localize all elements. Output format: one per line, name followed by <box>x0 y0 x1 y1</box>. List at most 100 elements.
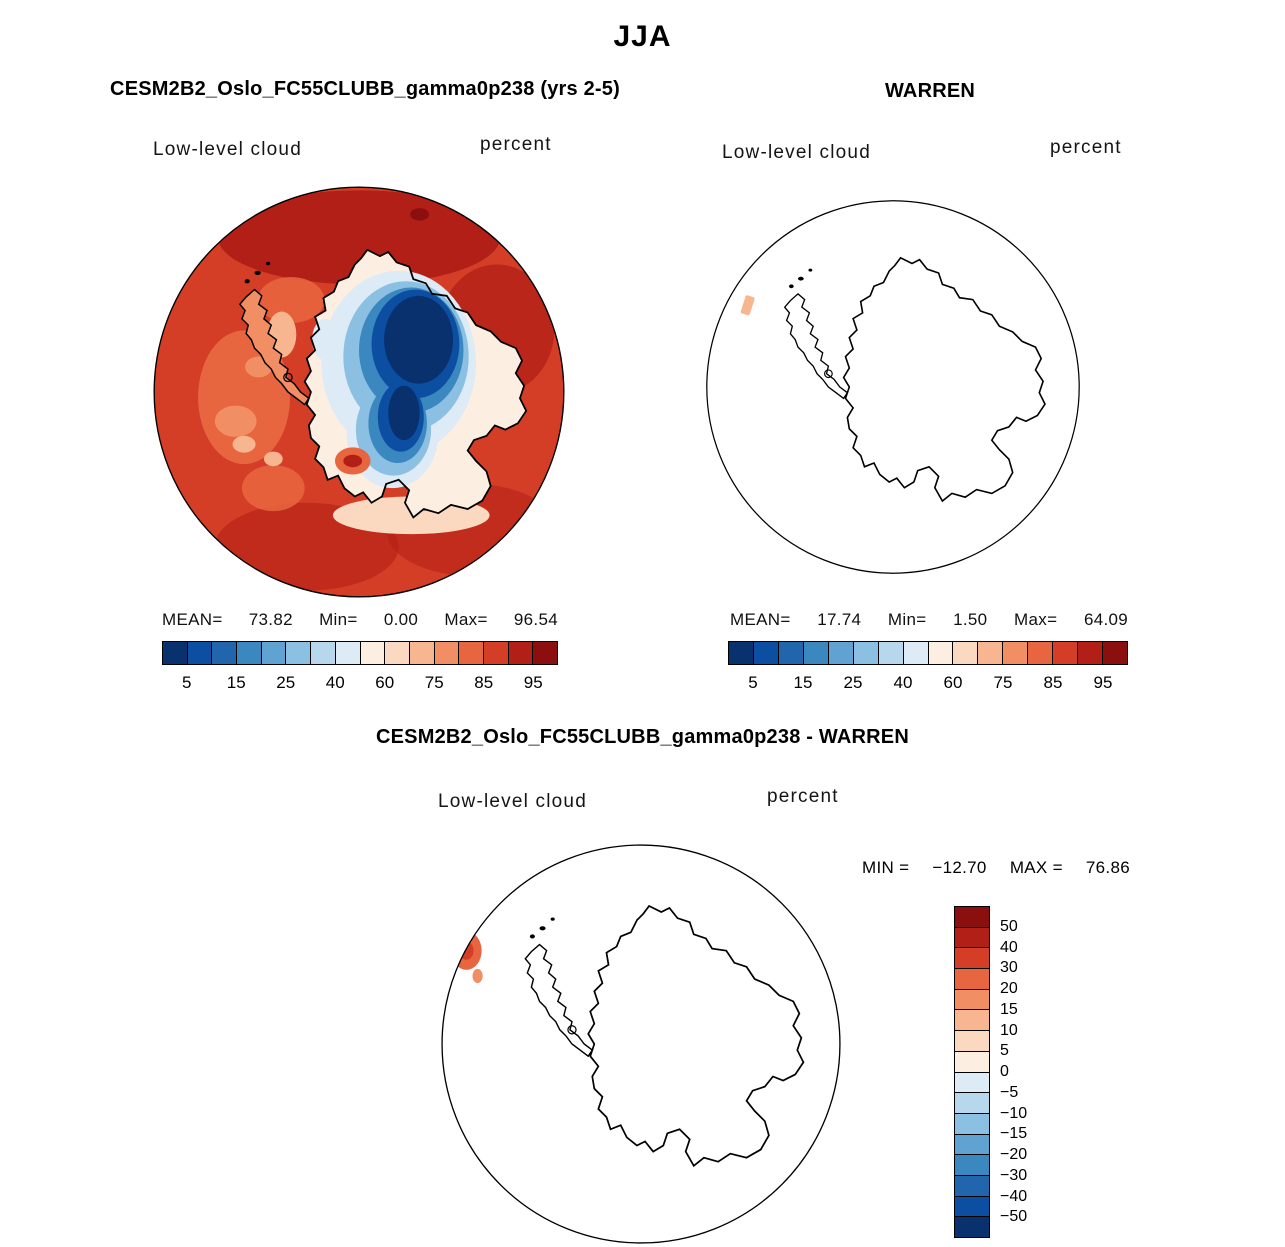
colorbar-cell <box>360 642 386 664</box>
diff-colorbar-label: 30 <box>1000 959 1018 977</box>
colorbar-cell <box>955 1051 989 1073</box>
model-contour-field <box>154 187 564 597</box>
colorbar-cell <box>955 1010 989 1032</box>
diff-field-label: Low-level cloud <box>438 791 587 812</box>
diff-colorbar <box>954 906 990 1238</box>
colorbar-cell <box>928 642 954 664</box>
obs-colorbar <box>728 641 1128 665</box>
colorbar-cell <box>878 642 904 664</box>
inner-contour-mark <box>824 369 833 379</box>
diff-colorbar-label: −15 <box>1000 1125 1028 1143</box>
colorbar-tick-label: 95 <box>523 673 543 692</box>
min-label: Min= <box>319 610 358 629</box>
max-label: Max= <box>444 610 488 629</box>
mean-value: 73.82 <box>248 610 293 629</box>
obs-panel-title: WARREN <box>884 80 976 102</box>
colorbar-cell <box>261 642 287 664</box>
colorbar-cell <box>1028 642 1054 664</box>
colorbar-cell <box>955 1155 989 1176</box>
diff-colorbar-labels: 50 40 30 20 15 10 5 0 −5 −10 −15 −20 −30 −40 −50 <box>1000 906 1070 1238</box>
colorbar-cell <box>729 642 754 664</box>
min-value: −12.70 <box>932 858 987 877</box>
mean-label: MEAN= <box>162 610 223 629</box>
colorbar-cell <box>955 1175 989 1197</box>
diff-units-label: percent <box>767 786 839 807</box>
colorbar-cell <box>483 642 509 664</box>
figure-title: JJA <box>613 20 672 53</box>
colorbar-tick-label: 25 <box>843 673 863 692</box>
colorbar-tick-label: 60 <box>375 673 395 692</box>
colorbar-cell <box>1053 642 1079 664</box>
model-colorbar-ticks: 5 15 25 40 60 75 85 95 <box>162 673 558 695</box>
diff-colorbar-label: 10 <box>1000 1021 1018 1039</box>
max-value: 76.86 <box>1085 858 1130 877</box>
diff-panel-title: CESM2B2_Oslo_FC55CLUBB_gamma0p238 - WARR… <box>376 726 909 748</box>
colorbar-cell <box>778 642 804 664</box>
colorbar-cell <box>955 1113 989 1135</box>
diff-colorbar-label: 50 <box>1000 917 1018 935</box>
colorbar-tick-label: 85 <box>1043 673 1063 692</box>
diff-colorbar-label: 20 <box>1000 980 1018 997</box>
colorbar-cell <box>803 642 829 664</box>
colorbar-cell <box>955 948 989 970</box>
colorbar-cell <box>409 642 435 664</box>
colorbar-cell <box>187 642 213 664</box>
inner-contour-mark <box>283 372 293 383</box>
colorbar-tick-label: 15 <box>226 673 246 692</box>
colorbar-tick-label: 15 <box>793 673 813 692</box>
model-colorbar <box>162 641 558 665</box>
colorbar-cell <box>335 642 361 664</box>
diff-minmax-line: MIN = −12.70 MAX = 76.86 <box>862 858 1130 878</box>
obs-map <box>706 200 1080 574</box>
colorbar-cell <box>955 907 989 928</box>
obs-contour-field <box>706 200 1080 574</box>
model-stats-line: MEAN= 73.82 Min= 0.00 Max= 96.54 <box>162 610 558 630</box>
colorbar-cell <box>853 642 879 664</box>
colorbar-cell <box>163 642 188 664</box>
min-label: Min= <box>887 610 927 629</box>
min-value: 0.00 <box>383 610 419 629</box>
model-units-label: percent <box>480 134 552 155</box>
colorbar-tick-label: 5 <box>748 673 758 692</box>
colorbar-cell <box>753 642 779 664</box>
colorbar-cell <box>385 642 410 664</box>
obs-field-label: Low-level cloud <box>722 142 871 163</box>
diff-colorbar-label: −40 <box>1000 1187 1028 1205</box>
colorbar-tick-label: 75 <box>424 673 444 692</box>
diff-colorbar-label: −10 <box>1000 1104 1028 1122</box>
inner-contour-mark <box>567 1025 577 1035</box>
max-value: 64.09 <box>1083 610 1128 629</box>
diff-small-patch <box>472 968 483 984</box>
diff-colorbar-label: −5 <box>1000 1083 1019 1101</box>
colorbar-tick-label: 40 <box>893 673 913 692</box>
max-value: 96.54 <box>513 610 558 629</box>
diff-colorbar-label: 40 <box>1000 938 1018 956</box>
colorbar-tick-label: 85 <box>474 673 494 692</box>
max-label: Max= <box>1014 610 1058 629</box>
diff-colorbar-label: 5 <box>1000 1042 1009 1060</box>
model-field-label: Low-level cloud <box>153 139 302 160</box>
colorbar-cell <box>955 1196 989 1218</box>
diff-contour-field <box>442 845 840 1243</box>
colorbar-cell <box>955 969 989 990</box>
obs-small-patch <box>740 295 755 316</box>
obs-stats-line: MEAN= 17.74 Min= 1.50 Max= 64.09 <box>730 610 1128 630</box>
map-boundary-circle <box>441 844 841 1244</box>
colorbar-cell <box>828 642 854 664</box>
colorbar-cell <box>286 642 312 664</box>
diff-colorbar-label: −20 <box>1000 1146 1028 1163</box>
max-label: MAX = <box>1009 858 1063 877</box>
colorbar-tick-label: 75 <box>993 673 1013 692</box>
colorbar-cell <box>533 642 557 664</box>
colorbar-cell <box>1103 642 1127 664</box>
diff-colorbar-label: −50 <box>1000 1208 1028 1226</box>
obs-colorbar-ticks: 5 15 25 40 60 75 85 95 <box>728 673 1128 695</box>
colorbar-tick-label: 60 <box>943 673 963 692</box>
model-map <box>153 186 565 598</box>
colorbar-tick-label: 25 <box>276 673 296 692</box>
colorbar-cell <box>237 642 262 664</box>
colorbar-tick-label: 5 <box>182 673 192 692</box>
obs-units-label: percent <box>1050 137 1122 158</box>
colorbar-cell <box>434 642 460 664</box>
